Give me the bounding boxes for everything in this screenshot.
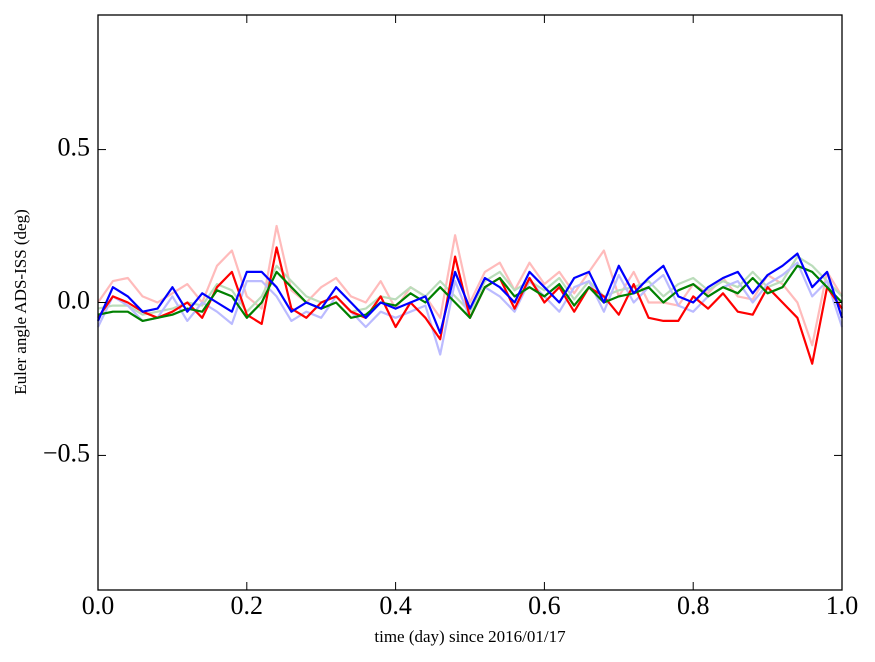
y-tick-label: 0.0 <box>58 285 91 314</box>
x-tick-label: 1.0 <box>826 591 859 620</box>
x-tick-label: 0.6 <box>528 591 561 620</box>
data-line <box>97 246 843 365</box>
data-line <box>97 264 843 322</box>
x-axis-label: time (day) since 2016/01/17 <box>374 627 566 646</box>
x-tick-label: 0.2 <box>231 591 264 620</box>
x-tick-label: 0.8 <box>677 591 710 620</box>
x-tick-label: 0.0 <box>82 591 115 620</box>
x-tick-label: 0.4 <box>379 591 412 620</box>
plot-frame <box>97 14 843 591</box>
data-line <box>97 224 843 347</box>
y-tick-label: −0.5 <box>43 438 90 467</box>
y-tick-label: 0.5 <box>58 133 91 162</box>
data-line <box>96 252 844 335</box>
data-line <box>97 255 843 316</box>
y-axis-label: Euler angle ADS-ISS (deg) <box>11 209 30 395</box>
